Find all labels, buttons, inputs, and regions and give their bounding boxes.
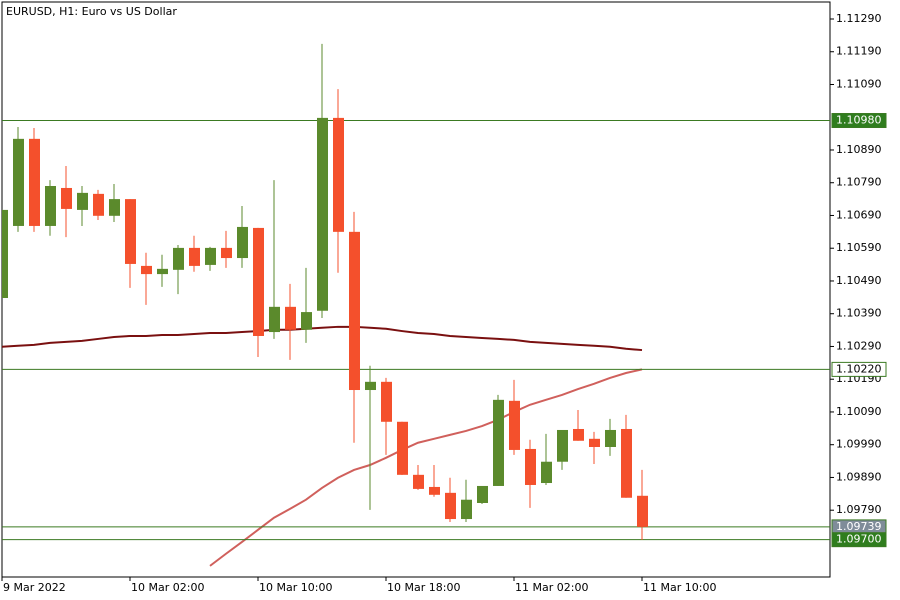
candle-body bbox=[525, 448, 536, 485]
candle-body bbox=[237, 226, 248, 259]
level-label-box bbox=[831, 361, 887, 377]
x-tick-label: 11 Mar 10:00 bbox=[643, 581, 716, 594]
candle-body bbox=[157, 268, 168, 275]
moving-average-line bbox=[209, 368, 643, 567]
candle-body bbox=[13, 138, 24, 226]
candle-body bbox=[589, 438, 600, 447]
y-tick-label: 1.11290 bbox=[836, 12, 882, 25]
x-tick-label: 9 Mar 2022 bbox=[3, 581, 66, 594]
plot-frame bbox=[1, 1, 831, 578]
candle-body bbox=[605, 429, 616, 447]
candle-body bbox=[2, 209, 8, 298]
candle-body bbox=[93, 193, 104, 216]
candle-body bbox=[221, 247, 232, 259]
y-tick-label: 1.09990 bbox=[836, 438, 882, 451]
y-tick-label: 1.11090 bbox=[836, 77, 882, 90]
moving-average-line bbox=[2, 325, 643, 352]
candle-body bbox=[269, 306, 280, 333]
candle-body bbox=[637, 495, 648, 527]
level-label: 1.10980 bbox=[836, 114, 882, 127]
candle-body bbox=[29, 138, 40, 226]
y-tick-label: 1.10090 bbox=[836, 405, 882, 418]
candle-body bbox=[173, 247, 184, 270]
level-label: 1.10220 bbox=[836, 362, 882, 375]
candle-body bbox=[509, 400, 520, 450]
level-label-box bbox=[831, 113, 887, 129]
candle-body bbox=[349, 231, 360, 391]
candle-body bbox=[285, 306, 296, 330]
level-label: 1.09700 bbox=[836, 533, 882, 546]
candle-body bbox=[45, 186, 56, 226]
y-tick-label: 1.09890 bbox=[836, 470, 882, 483]
candle-body bbox=[557, 429, 568, 462]
y-tick-label: 1.11190 bbox=[836, 45, 882, 58]
candle-body bbox=[397, 421, 408, 475]
candle-body bbox=[477, 485, 488, 503]
level-label-box bbox=[831, 532, 887, 548]
candle-body bbox=[301, 312, 312, 330]
candle-body bbox=[573, 428, 584, 441]
x-tick-label: 11 Mar 02:00 bbox=[515, 581, 588, 594]
candle-body bbox=[365, 381, 376, 391]
axes: 1.11290 1.11190 1.11090 1.10890 1.10790 1.106… bbox=[1, 12, 887, 594]
x-tick-label: 10 Mar 18:00 bbox=[387, 581, 460, 594]
y-tick-label: 1.09790 bbox=[836, 503, 882, 516]
level-label: 1.09739 bbox=[836, 520, 882, 533]
candle-body bbox=[61, 187, 72, 209]
candle-body bbox=[333, 117, 344, 232]
candle-body bbox=[77, 192, 88, 210]
candle-body bbox=[541, 461, 552, 484]
y-tick-label: 1.10290 bbox=[836, 339, 882, 352]
candle-body bbox=[253, 227, 264, 336]
plot-area bbox=[2, 43, 830, 567]
candle-body bbox=[461, 499, 472, 520]
x-tick-label: 10 Mar 02:00 bbox=[131, 581, 204, 594]
y-tick-label: 1.10390 bbox=[836, 307, 882, 320]
candle-body bbox=[109, 199, 120, 216]
candle-body bbox=[205, 247, 216, 265]
y-tick-label: 1.10690 bbox=[836, 208, 882, 221]
candle-body bbox=[141, 265, 152, 275]
y-tick-label: 1.10890 bbox=[836, 143, 882, 156]
chart-title: EURUSD, H1: Euro vs US Dollar bbox=[6, 5, 177, 18]
y-tick-label: 1.10790 bbox=[836, 176, 882, 189]
candle-body bbox=[381, 381, 392, 422]
candle-body bbox=[429, 486, 440, 495]
y-tick-label: 1.10490 bbox=[836, 274, 882, 287]
candle-body bbox=[189, 247, 200, 266]
candle-body bbox=[413, 474, 424, 489]
candle-body bbox=[445, 492, 456, 520]
y-tick-label: 1.10590 bbox=[836, 241, 882, 254]
candle-body bbox=[125, 199, 136, 264]
candle-body bbox=[621, 428, 632, 498]
candle-body bbox=[317, 117, 328, 311]
x-tick-label: 10 Mar 10:00 bbox=[259, 581, 332, 594]
candle-body bbox=[493, 399, 504, 486]
